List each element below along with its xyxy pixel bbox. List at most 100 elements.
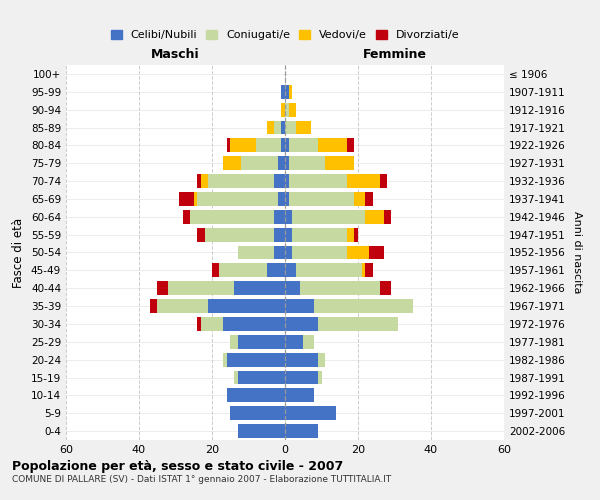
Bar: [296, 264, 362, 278]
Bar: [223, 156, 241, 170]
Bar: [197, 317, 201, 331]
Bar: [285, 102, 289, 117]
Bar: [285, 174, 289, 188]
Bar: [285, 156, 289, 170]
Bar: [274, 246, 285, 260]
Bar: [285, 85, 289, 99]
Bar: [292, 210, 365, 224]
Bar: [365, 210, 383, 224]
Bar: [285, 388, 314, 402]
Bar: [227, 138, 230, 152]
Bar: [289, 85, 292, 99]
Bar: [347, 246, 369, 260]
Bar: [289, 138, 318, 152]
Bar: [208, 174, 274, 188]
Bar: [190, 210, 274, 224]
Bar: [230, 138, 256, 152]
Bar: [238, 424, 285, 438]
Bar: [227, 352, 285, 366]
Bar: [365, 264, 373, 278]
Bar: [289, 192, 355, 206]
Bar: [285, 299, 314, 313]
Bar: [285, 370, 318, 384]
Bar: [281, 102, 285, 117]
Bar: [197, 174, 201, 188]
Bar: [285, 264, 296, 278]
Bar: [289, 156, 325, 170]
Bar: [179, 192, 194, 206]
Bar: [285, 424, 318, 438]
Bar: [168, 281, 234, 295]
Bar: [285, 352, 318, 366]
Bar: [314, 299, 413, 313]
Bar: [223, 352, 227, 366]
Y-axis label: Fasce di età: Fasce di età: [13, 218, 25, 288]
Bar: [274, 120, 281, 134]
Bar: [238, 335, 285, 349]
Bar: [292, 246, 347, 260]
Bar: [285, 138, 289, 152]
Text: Femmine: Femmine: [362, 48, 427, 61]
Bar: [157, 281, 168, 295]
Bar: [285, 228, 292, 241]
Bar: [299, 281, 380, 295]
Bar: [220, 264, 267, 278]
Bar: [183, 210, 190, 224]
Bar: [303, 335, 314, 349]
Bar: [285, 317, 318, 331]
Bar: [285, 406, 336, 420]
Bar: [194, 192, 197, 206]
Bar: [318, 317, 398, 331]
Bar: [383, 210, 391, 224]
Bar: [281, 120, 285, 134]
Bar: [285, 281, 299, 295]
Bar: [157, 299, 208, 313]
Bar: [380, 174, 387, 188]
Bar: [267, 120, 274, 134]
Bar: [281, 85, 285, 99]
Bar: [347, 228, 355, 241]
Text: Popolazione per età, sesso e stato civile - 2007: Popolazione per età, sesso e stato civil…: [12, 460, 343, 473]
Bar: [285, 210, 292, 224]
Bar: [274, 210, 285, 224]
Bar: [230, 406, 285, 420]
Bar: [208, 299, 285, 313]
Bar: [238, 370, 285, 384]
Bar: [278, 156, 285, 170]
Bar: [267, 264, 285, 278]
Bar: [278, 192, 285, 206]
Bar: [230, 335, 238, 349]
Bar: [150, 299, 157, 313]
Bar: [369, 246, 383, 260]
Bar: [289, 102, 296, 117]
Bar: [347, 174, 380, 188]
Bar: [365, 192, 373, 206]
Bar: [201, 317, 223, 331]
Bar: [285, 120, 296, 134]
Bar: [318, 138, 347, 152]
Bar: [318, 370, 322, 384]
Bar: [281, 138, 285, 152]
Bar: [238, 246, 274, 260]
Bar: [227, 388, 285, 402]
Bar: [285, 192, 289, 206]
Bar: [380, 281, 391, 295]
Bar: [347, 138, 355, 152]
Bar: [234, 370, 238, 384]
Bar: [296, 120, 311, 134]
Bar: [355, 228, 358, 241]
Bar: [292, 228, 347, 241]
Bar: [197, 228, 205, 241]
Bar: [355, 192, 365, 206]
Bar: [205, 228, 274, 241]
Bar: [274, 228, 285, 241]
Bar: [362, 264, 365, 278]
Bar: [289, 174, 347, 188]
Bar: [318, 352, 325, 366]
Bar: [285, 246, 292, 260]
Bar: [274, 174, 285, 188]
Bar: [285, 335, 303, 349]
Text: COMUNE DI PALLARE (SV) - Dati ISTAT 1° gennaio 2007 - Elaborazione TUTTITALIA.IT: COMUNE DI PALLARE (SV) - Dati ISTAT 1° g…: [12, 475, 391, 484]
Y-axis label: Anni di nascita: Anni di nascita: [572, 211, 582, 294]
Bar: [201, 174, 208, 188]
